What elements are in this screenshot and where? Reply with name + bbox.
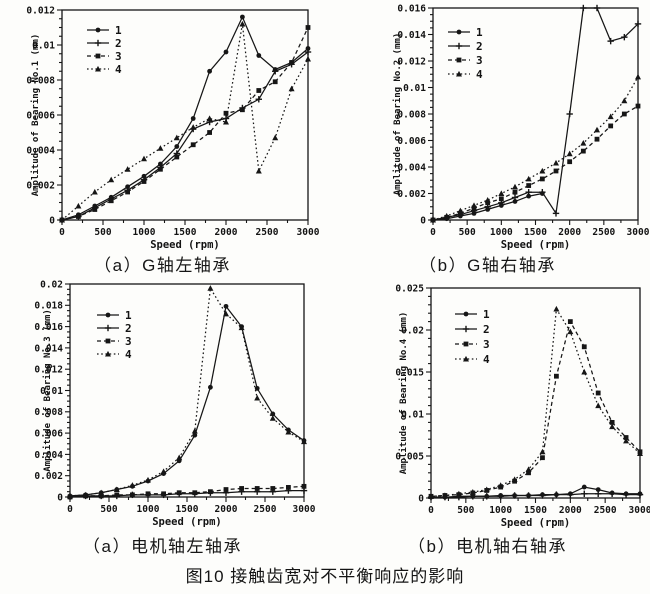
svg-text:500: 500 — [459, 227, 476, 238]
svg-text:0.004: 0.004 — [26, 145, 55, 156]
svg-text:1500: 1500 — [524, 227, 547, 238]
svg-text:1000: 1000 — [137, 504, 160, 515]
svg-text:1000: 1000 — [133, 227, 156, 238]
svg-text:0.02: 0.02 — [401, 325, 424, 336]
svg-text:0.004: 0.004 — [397, 162, 426, 173]
svg-text:3000: 3000 — [297, 227, 320, 238]
svg-text:1500: 1500 — [176, 504, 199, 515]
svg-text:4: 4 — [125, 348, 132, 361]
svg-text:0.016: 0.016 — [34, 322, 63, 333]
subcaption-motor-shaft-left: （a）电机轴左轴承 — [83, 537, 242, 556]
svg-text:0.008: 0.008 — [34, 407, 63, 418]
svg-text:500: 500 — [457, 505, 474, 516]
svg-text:1500: 1500 — [174, 227, 197, 238]
svg-text:0.005: 0.005 — [395, 451, 424, 462]
svg-text:0.008: 0.008 — [26, 75, 55, 86]
svg-text:0.004: 0.004 — [34, 450, 63, 461]
chart-bearing-no4: 0 500 1000 1500 2000 2500 3000 0 0.005 0.01 0.015 0… — [395, 283, 650, 529]
svg-text:0.014: 0.014 — [34, 343, 63, 354]
subcaption-motor-shaft-right: （b）电机轴右轴承 — [408, 537, 567, 556]
svg-text:3: 3 — [476, 54, 483, 67]
svg-text:Speed (rpm): Speed (rpm) — [501, 239, 571, 251]
svg-text:0.01: 0.01 — [403, 83, 426, 94]
svg-text:4: 4 — [483, 353, 490, 366]
svg-text:0.01: 0.01 — [401, 409, 424, 420]
svg-text:2500: 2500 — [594, 505, 617, 516]
svg-text:2000: 2000 — [215, 227, 238, 238]
svg-text:0: 0 — [418, 493, 424, 504]
svg-text:500: 500 — [100, 504, 117, 515]
subcaption-g-shaft-right: （b）G轴右轴承 — [419, 256, 556, 275]
svg-text:2: 2 — [115, 37, 122, 50]
svg-text:0.002: 0.002 — [26, 180, 55, 191]
svg-text:0.006: 0.006 — [34, 429, 63, 440]
svg-text:500: 500 — [94, 227, 111, 238]
svg-text:0.006: 0.006 — [26, 110, 55, 121]
svg-text:2000: 2000 — [559, 505, 582, 516]
svg-text:2500: 2500 — [254, 504, 277, 515]
svg-text:2000: 2000 — [215, 504, 238, 515]
svg-text:0: 0 — [430, 227, 436, 238]
svg-text:3000: 3000 — [627, 227, 650, 238]
svg-text:Speed (rpm): Speed (rpm) — [150, 239, 220, 251]
svg-text:1000: 1000 — [489, 505, 512, 516]
svg-text:2500: 2500 — [592, 227, 615, 238]
svg-text:1000: 1000 — [490, 227, 513, 238]
svg-text:0: 0 — [428, 505, 434, 516]
svg-text:1500: 1500 — [524, 505, 547, 516]
svg-text:1: 1 — [115, 24, 122, 37]
svg-text:Amplitude of Bearing No.1 (mm): Amplitude of Bearing No.1 (mm) — [30, 34, 41, 197]
svg-text:1: 1 — [476, 26, 483, 39]
svg-text:0.015: 0.015 — [395, 367, 424, 378]
subcaption-g-shaft-left: （a）G轴左轴承 — [94, 256, 231, 275]
svg-text:0.016: 0.016 — [397, 3, 426, 14]
svg-text:0: 0 — [59, 227, 65, 238]
svg-text:0: 0 — [49, 215, 55, 226]
svg-text:Speed (rpm): Speed (rpm) — [152, 516, 222, 528]
svg-text:2: 2 — [476, 40, 483, 53]
svg-text:1: 1 — [125, 309, 132, 322]
svg-text:2500: 2500 — [256, 227, 279, 238]
svg-text:0.012: 0.012 — [397, 56, 426, 67]
svg-text:0.025: 0.025 — [395, 283, 424, 294]
svg-text:Amplitude of Bearing No.2 (mm): Amplitude of Bearing No.2 (mm) — [392, 33, 403, 196]
svg-text:Speed (rpm): Speed (rpm) — [501, 517, 571, 529]
svg-text:2000: 2000 — [558, 227, 581, 238]
svg-text:0: 0 — [420, 215, 426, 226]
svg-text:0.012: 0.012 — [34, 365, 63, 376]
svg-text:1: 1 — [483, 308, 490, 321]
svg-text:4: 4 — [476, 68, 483, 81]
svg-text:4: 4 — [115, 63, 122, 76]
svg-text:0.014: 0.014 — [397, 30, 426, 41]
svg-text:Amplitude of Bearing No.3 (mm): Amplitude of Bearing No.3 (mm) — [42, 309, 53, 472]
svg-text:0: 0 — [57, 492, 63, 503]
svg-text:0.01: 0.01 — [40, 386, 63, 397]
svg-text:3: 3 — [125, 335, 132, 348]
svg-text:0.002: 0.002 — [397, 189, 426, 200]
svg-text:0.01: 0.01 — [32, 40, 55, 51]
svg-text:3000: 3000 — [629, 505, 650, 516]
svg-text:0.006: 0.006 — [397, 136, 426, 147]
svg-text:0.02: 0.02 — [40, 279, 63, 290]
svg-text:2: 2 — [483, 323, 490, 336]
svg-text:Amplitude of Bearing No.4 (mm): Amplitude of Bearing No.4 (mm) — [398, 312, 409, 475]
chart-bearing-no1: 0 500 1000 1500 2000 2500 3000 0 0.002 0.004 0.006… — [26, 5, 320, 251]
svg-text:3: 3 — [483, 338, 490, 351]
svg-text:0.018: 0.018 — [34, 301, 63, 312]
svg-text:0.002: 0.002 — [34, 471, 63, 482]
svg-text:0.008: 0.008 — [397, 109, 426, 120]
svg-text:2: 2 — [125, 322, 132, 335]
figure-caption: 图10 接触齿宽对不平衡响应的影响 — [185, 567, 465, 586]
svg-text:0: 0 — [67, 504, 73, 515]
chart-bearing-no2: 0 500 1000 1500 2000 2500 3000 0 0.002 0.004 0.006… — [392, 3, 650, 251]
svg-text:3: 3 — [115, 50, 122, 63]
chart-bearing-no3: 0 500 1000 1500 2000 2500 3000 0 0.002 0.004 0.006… — [34, 279, 316, 528]
svg-text:0.012: 0.012 — [26, 5, 55, 16]
svg-text:3000: 3000 — [293, 504, 316, 515]
